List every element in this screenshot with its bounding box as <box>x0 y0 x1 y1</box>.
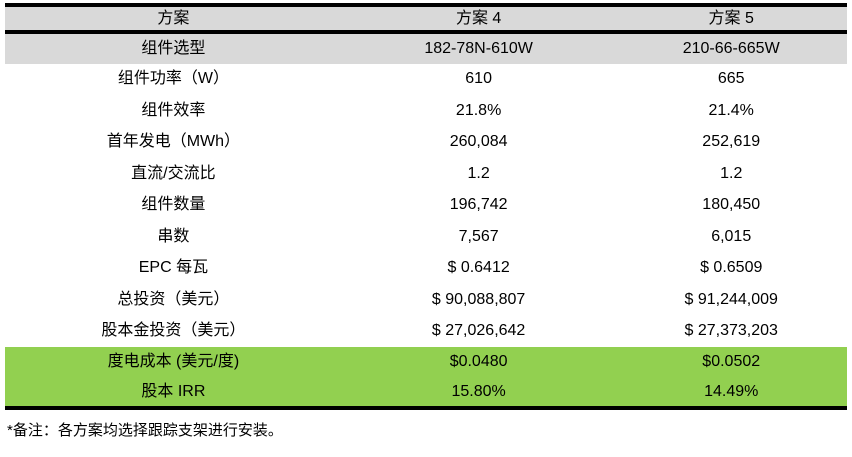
header-cell-plan5: 方案 5 <box>615 3 847 34</box>
plan4-value: $0.0480 <box>341 347 616 378</box>
table-row-dc-ac-ratio: 直流/交流比 1.2 1.2 <box>5 158 847 190</box>
plan5-value: $ 0.6509 <box>615 252 847 284</box>
row-label: 组件功率（W） <box>5 63 342 95</box>
row-label: 首年发电（MWh） <box>5 126 342 158</box>
plan5-value: 1.2 <box>615 158 847 190</box>
plan5-value: 6,015 <box>615 221 847 253</box>
plan5-value: 14.49% <box>615 377 847 410</box>
row-label: 股本金投资（美元） <box>5 315 342 347</box>
row-label: 组件效率 <box>5 95 342 127</box>
plan4-value: $ 90,088,807 <box>341 284 616 316</box>
row-label: 组件选型 <box>5 32 342 64</box>
row-label: 串数 <box>5 221 342 253</box>
header-cell-plan: 方案 <box>5 3 342 34</box>
table-row-total-investment: 总投资（美元） $ 90,088,807 $ 91,244,009 <box>5 284 847 316</box>
table-row-string-count: 串数 7,567 6,015 <box>5 221 847 253</box>
row-label: 总投资（美元） <box>5 284 342 316</box>
row-label: 直流/交流比 <box>5 158 342 190</box>
plan4-value: 15.80% <box>341 377 616 410</box>
header-cell-plan4: 方案 4 <box>341 3 616 34</box>
row-label: EPC 每瓦 <box>5 252 342 284</box>
table-row-module-power: 组件功率（W） 610 665 <box>5 63 847 95</box>
plan5-value: 252,619 <box>615 126 847 158</box>
plan4-value: 7,567 <box>341 221 616 253</box>
table-row-equity-investment: 股本金投资（美元） $ 27,026,642 $ 27,373,203 <box>5 315 847 347</box>
row-label: 股本 IRR <box>5 377 342 410</box>
plan4-value: $ 0.6412 <box>341 252 616 284</box>
plan4-value: 610 <box>341 63 616 95</box>
table-row-lcoe: 度电成本 (美元/度) $0.0480 $0.0502 <box>5 347 847 378</box>
plan4-value: 21.8% <box>341 95 616 127</box>
table-row-module-type: 组件选型 182-78N-610W 210-66-665W <box>5 32 847 64</box>
plan5-value: 21.4% <box>615 95 847 127</box>
plan4-value: 260,084 <box>341 126 616 158</box>
plan5-value: $0.0502 <box>615 347 847 378</box>
table-row-module-count: 组件数量 196,742 180,450 <box>5 189 847 221</box>
plan4-value: 196,742 <box>341 189 616 221</box>
plan4-value: 1.2 <box>341 158 616 190</box>
plan5-value: 665 <box>615 63 847 95</box>
table-row-first-year-generation: 首年发电（MWh） 260,084 252,619 <box>5 126 847 158</box>
plan5-value: $ 27,373,203 <box>615 315 847 347</box>
plan5-value: 180,450 <box>615 189 847 221</box>
row-label: 度电成本 (美元/度) <box>5 347 342 378</box>
plan-comparison-table: 方案 方案 4 方案 5 组件选型 182-78N-610W 210-66-66… <box>5 3 847 410</box>
plan4-value: 182-78N-610W <box>341 32 616 64</box>
table-header-row: 方案 方案 4 方案 5 <box>5 3 847 34</box>
table-row-epc-per-watt: EPC 每瓦 $ 0.6412 $ 0.6509 <box>5 252 847 284</box>
plan5-value: $ 91,244,009 <box>615 284 847 316</box>
plan4-value: $ 27,026,642 <box>341 315 616 347</box>
table-row-equity-irr: 股本 IRR 15.80% 14.49% <box>5 377 847 410</box>
row-label: 组件数量 <box>5 189 342 221</box>
footnote: *备注：各方案均选择跟踪支架进行安装。 <box>7 422 283 439</box>
table-row-module-efficiency: 组件效率 21.8% 21.4% <box>5 95 847 127</box>
plan5-value: 210-66-665W <box>615 32 847 64</box>
